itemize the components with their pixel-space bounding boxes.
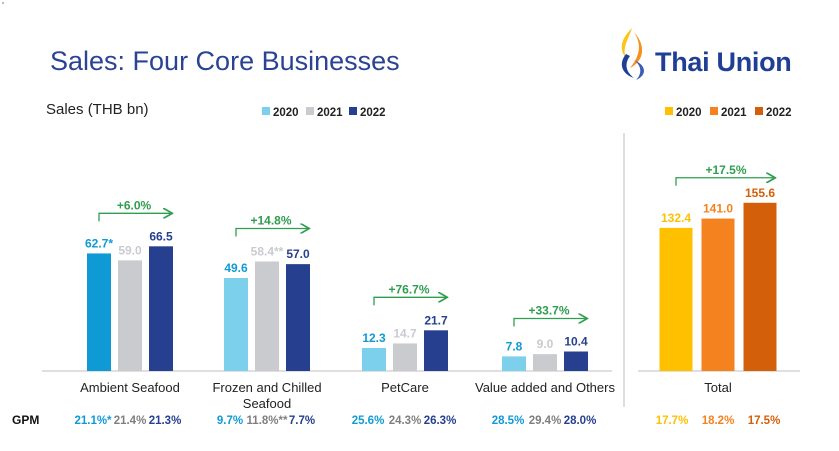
growth-arrow-1 (235, 229, 308, 237)
gpm-value-1-2: 7.7% (289, 415, 315, 427)
growth-label-3: +33.7% (528, 304, 569, 318)
gpm-value-2-1: 24.3% (389, 415, 422, 427)
gpm-label: GPM (12, 413, 39, 427)
legend-swatch-core-2020 (262, 107, 270, 115)
category-label-0: Ambient Seafood (80, 380, 180, 395)
units-label: Sales (THB bn) (46, 101, 149, 118)
legend-swatch-core-2021 (306, 107, 314, 115)
total-data-label-2022: 155.6 (745, 186, 775, 200)
total-gpm-value-0: 17.7% (656, 415, 689, 427)
bar-2-2022 (424, 330, 448, 371)
total-growth-arrow (675, 178, 774, 186)
data-label-2-2021: 14.7 (393, 326, 417, 340)
data-label-3-2020: 7.8 (506, 339, 523, 353)
bar-1-2022 (286, 264, 310, 371)
total-bar-2020 (659, 227, 693, 371)
gpm-value-0-2: 21.3% (149, 415, 182, 427)
gpm-value-0-1: 21.4% (114, 415, 147, 427)
legend-label-core-2022: 2022 (360, 107, 386, 119)
data-label-3-2022: 10.4 (564, 335, 588, 349)
data-label-0-2021: 59.0 (118, 243, 142, 257)
corner-dot (2, 2, 4, 4)
data-label-0-2022: 66.5 (149, 229, 173, 243)
bar-3-2022 (564, 351, 588, 371)
thai-union-logo-icon (621, 28, 644, 80)
legend-label-total-2021: 2021 (721, 107, 747, 119)
gpm-value-3-2: 28.0% (564, 415, 597, 427)
logo-flame-orange (630, 32, 643, 68)
category-label-2: PetCare (381, 380, 429, 395)
gpm-value-1-1: 11.8%** (247, 415, 288, 427)
logo-flame-blue-2 (634, 60, 644, 80)
legend-swatch-total-2022 (755, 107, 763, 115)
data-label-2-2022: 21.7 (424, 313, 448, 327)
logo-flame-yellow (621, 28, 632, 58)
gpm-value-3-0: 28.5% (492, 415, 525, 427)
total-bar-2022 (743, 202, 777, 371)
logo-flame-blue (621, 54, 634, 78)
bar-1-2020 (224, 278, 248, 371)
growth-label-2: +76.7% (388, 282, 429, 296)
gpm-value-3-1: 29.4% (529, 415, 562, 427)
legend-swatch-total-2020 (665, 107, 673, 115)
legend-label-core-2020: 2020 (273, 107, 299, 119)
category-label-3: Value added and Others (475, 380, 615, 395)
growth-label-1: +14.8% (250, 214, 291, 228)
data-label-1-2021: 58.4** (251, 245, 284, 259)
growth-arrow-3 (513, 319, 586, 327)
bar-0-2020 (87, 253, 111, 371)
total-data-label-2021: 141.0 (703, 202, 733, 216)
total-gpm-value-2: 17.5% (748, 415, 781, 427)
gpm-value-2-2: 26.3% (424, 415, 457, 427)
logo-wordmark: Thai Union (655, 47, 792, 77)
data-label-1-2020: 49.6 (224, 261, 248, 275)
category-label-1-line1: Frozen and Chilled (212, 380, 321, 395)
total-data-label-2020: 132.4 (661, 211, 691, 225)
page-title: Sales: Four Core Businesses (50, 46, 400, 76)
total-growth-label: +17.5% (705, 163, 746, 177)
legend-label-total-2020: 2020 (676, 107, 702, 119)
growth-arrow-2 (373, 297, 446, 306)
bar-3-2020 (502, 356, 526, 371)
category-label-1-line2: Seafood (243, 396, 291, 411)
bar-0-2021 (118, 260, 142, 371)
gpm-value-0-0: 21.1%* (74, 415, 112, 427)
growth-label-0: +6.0% (117, 198, 152, 212)
growth-arrow-0 (98, 213, 171, 222)
total-bar-2021 (701, 218, 735, 371)
total-gpm-value-1: 18.2% (702, 415, 735, 427)
legend-label-total-2022: 2022 (766, 107, 792, 119)
data-label-0-2020: 62.7* (85, 236, 113, 250)
data-label-3-2021: 9.0 (537, 337, 554, 351)
data-label-1-2022: 57.0 (286, 247, 310, 261)
bar-3-2021 (533, 354, 557, 371)
gpm-value-2-0: 25.6% (352, 415, 385, 427)
bar-2-2020 (362, 347, 386, 371)
gpm-value-1-0: 9.7% (217, 415, 243, 427)
legend-label-core-2021: 2021 (317, 107, 343, 119)
bar-1-2021 (255, 261, 279, 371)
total-category-label: Total (704, 380, 732, 395)
bar-0-2022 (149, 246, 173, 371)
legend-swatch-total-2021 (710, 107, 718, 115)
bar-2-2021 (393, 343, 417, 371)
data-label-2-2020: 12.3 (362, 331, 386, 345)
legend-swatch-core-2022 (349, 107, 357, 115)
